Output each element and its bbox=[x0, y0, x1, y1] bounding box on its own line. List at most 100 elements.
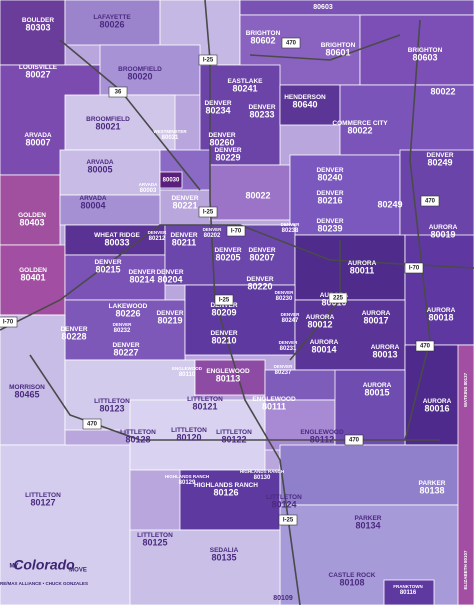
region-zip: 80109 bbox=[273, 595, 293, 602]
region-name: AURORA bbox=[423, 398, 452, 405]
highway-shield bbox=[415, 340, 435, 352]
highway-shield bbox=[344, 434, 364, 446]
region-zip: 80226 bbox=[115, 309, 140, 319]
highway-label: I-25 bbox=[203, 58, 214, 64]
region-zip: 80027 bbox=[25, 70, 50, 80]
region-name: DENVER bbox=[316, 190, 343, 197]
region-name: DENVER bbox=[316, 218, 343, 225]
region-zip: 80012 bbox=[307, 320, 332, 330]
area bbox=[0, 0, 66, 66]
highway-shield bbox=[198, 206, 218, 218]
region-zip: 80205 bbox=[215, 253, 240, 263]
region-name: COMMERCE CITY bbox=[332, 120, 388, 127]
brand-agent: RE/MAX ALLIANCE • CHUCK GONZALES bbox=[0, 581, 88, 586]
region-zip: 80128 bbox=[125, 435, 150, 445]
region-zip: 80601 bbox=[325, 48, 350, 58]
highway-label: 470 bbox=[349, 438, 360, 444]
region-zip: 80229 bbox=[215, 153, 240, 163]
edge-label: WATKINS 80137 bbox=[463, 372, 468, 407]
region-zip: 80249 bbox=[377, 199, 402, 209]
highway-label: 470 bbox=[425, 199, 436, 205]
region-zip: 80214 bbox=[129, 275, 154, 285]
region-name: DENVER bbox=[214, 147, 241, 154]
region-name: DENVER bbox=[281, 222, 301, 227]
region-name: BRIGHTON bbox=[246, 30, 281, 37]
region-name: LITTLETON bbox=[171, 427, 207, 434]
region-zip: 80013 bbox=[372, 350, 397, 360]
region-name: DENVER bbox=[316, 167, 343, 174]
region-name: ENGLEWOOD bbox=[172, 366, 203, 371]
region-name: EASTLAKE bbox=[227, 78, 263, 85]
region-zip: 80465 bbox=[14, 390, 39, 400]
region-name: DENVER bbox=[208, 132, 235, 139]
region-zip: 80134 bbox=[355, 521, 380, 531]
region-zip: 80030 bbox=[163, 178, 180, 184]
highway-label: 470 bbox=[286, 41, 297, 47]
region-name: GOLDEN bbox=[19, 267, 47, 274]
highway-shield bbox=[82, 418, 102, 430]
region-zip: 80020 bbox=[127, 72, 152, 82]
region-zip: 80108 bbox=[339, 578, 364, 588]
region-name: ENGLEWOOD bbox=[300, 429, 344, 436]
region-name: DENVER bbox=[171, 195, 198, 202]
region-zip: 80018 bbox=[428, 313, 453, 323]
area bbox=[239, 0, 474, 16]
region-name: AURORA bbox=[371, 344, 400, 351]
highway-line bbox=[249, 34, 401, 61]
region-zip: 80603 bbox=[313, 4, 333, 11]
highway-label: 470 bbox=[87, 422, 98, 428]
region-zip: 80112 bbox=[310, 435, 335, 445]
region-zip: 80135 bbox=[211, 553, 236, 563]
region-name: LAFAYETTE bbox=[93, 14, 131, 21]
region-zip: 80211 bbox=[172, 238, 197, 248]
area bbox=[64, 0, 161, 46]
region-zip: 80202 bbox=[204, 233, 221, 239]
region-name: DENVER bbox=[94, 259, 121, 266]
highway-label: I-70 bbox=[231, 229, 242, 235]
region-name: DENVER bbox=[214, 247, 241, 254]
area bbox=[334, 369, 406, 446]
region-name: ARVADA bbox=[86, 159, 114, 166]
region-name: LAKEWOOD bbox=[109, 303, 148, 310]
region-name: ARVADA bbox=[24, 132, 52, 139]
region-zip: 80129 bbox=[179, 480, 196, 486]
highway-line bbox=[404, 19, 431, 441]
highway-label: I-25 bbox=[203, 210, 214, 216]
highway-shield bbox=[278, 514, 298, 526]
highway-shield bbox=[328, 292, 348, 304]
area bbox=[59, 149, 161, 196]
region-name: LITTLETON bbox=[187, 396, 223, 403]
region-name: BROOMFIELD bbox=[86, 116, 130, 123]
region-name: DENVER bbox=[148, 230, 168, 235]
highway-label: 470 bbox=[420, 344, 431, 350]
region-name: DENVER bbox=[204, 100, 231, 107]
region-zip: 80130 bbox=[254, 475, 271, 481]
region-name: DENVER bbox=[279, 340, 299, 345]
region-name: DENVER bbox=[246, 276, 273, 283]
highway-label: I-70 bbox=[409, 266, 420, 272]
region-zip: 80207 bbox=[249, 253, 274, 263]
region-name: GOLDEN bbox=[18, 212, 46, 219]
region-name: ENGLEWOOD bbox=[206, 368, 250, 375]
region-zip: 80005 bbox=[87, 165, 112, 175]
region-name: DENVER bbox=[113, 322, 133, 327]
region-zip: 80116 bbox=[400, 590, 417, 596]
region-zip: 80026 bbox=[99, 20, 124, 30]
region-name: BOULDER bbox=[22, 17, 54, 24]
region-name: AURORA bbox=[429, 224, 458, 231]
region-name: LOUISVILLE bbox=[19, 64, 58, 71]
brand-move: MOVE bbox=[69, 568, 87, 574]
region-name: AURORA bbox=[427, 307, 456, 314]
region-name: DENVER bbox=[281, 312, 301, 317]
region-name: BROOMFIELD bbox=[118, 66, 162, 73]
region-zip: 80007 bbox=[25, 138, 50, 148]
area bbox=[0, 444, 131, 606]
region-name: WHEAT RIDGE bbox=[94, 232, 140, 239]
area bbox=[339, 84, 474, 156]
area bbox=[129, 529, 281, 606]
region-name: PARKER bbox=[355, 515, 382, 522]
region-name: ARVADA bbox=[79, 195, 107, 202]
highway-label: I-25 bbox=[283, 518, 294, 524]
region-zip: 80640 bbox=[292, 100, 317, 110]
region-zip: 80022 bbox=[245, 190, 270, 200]
